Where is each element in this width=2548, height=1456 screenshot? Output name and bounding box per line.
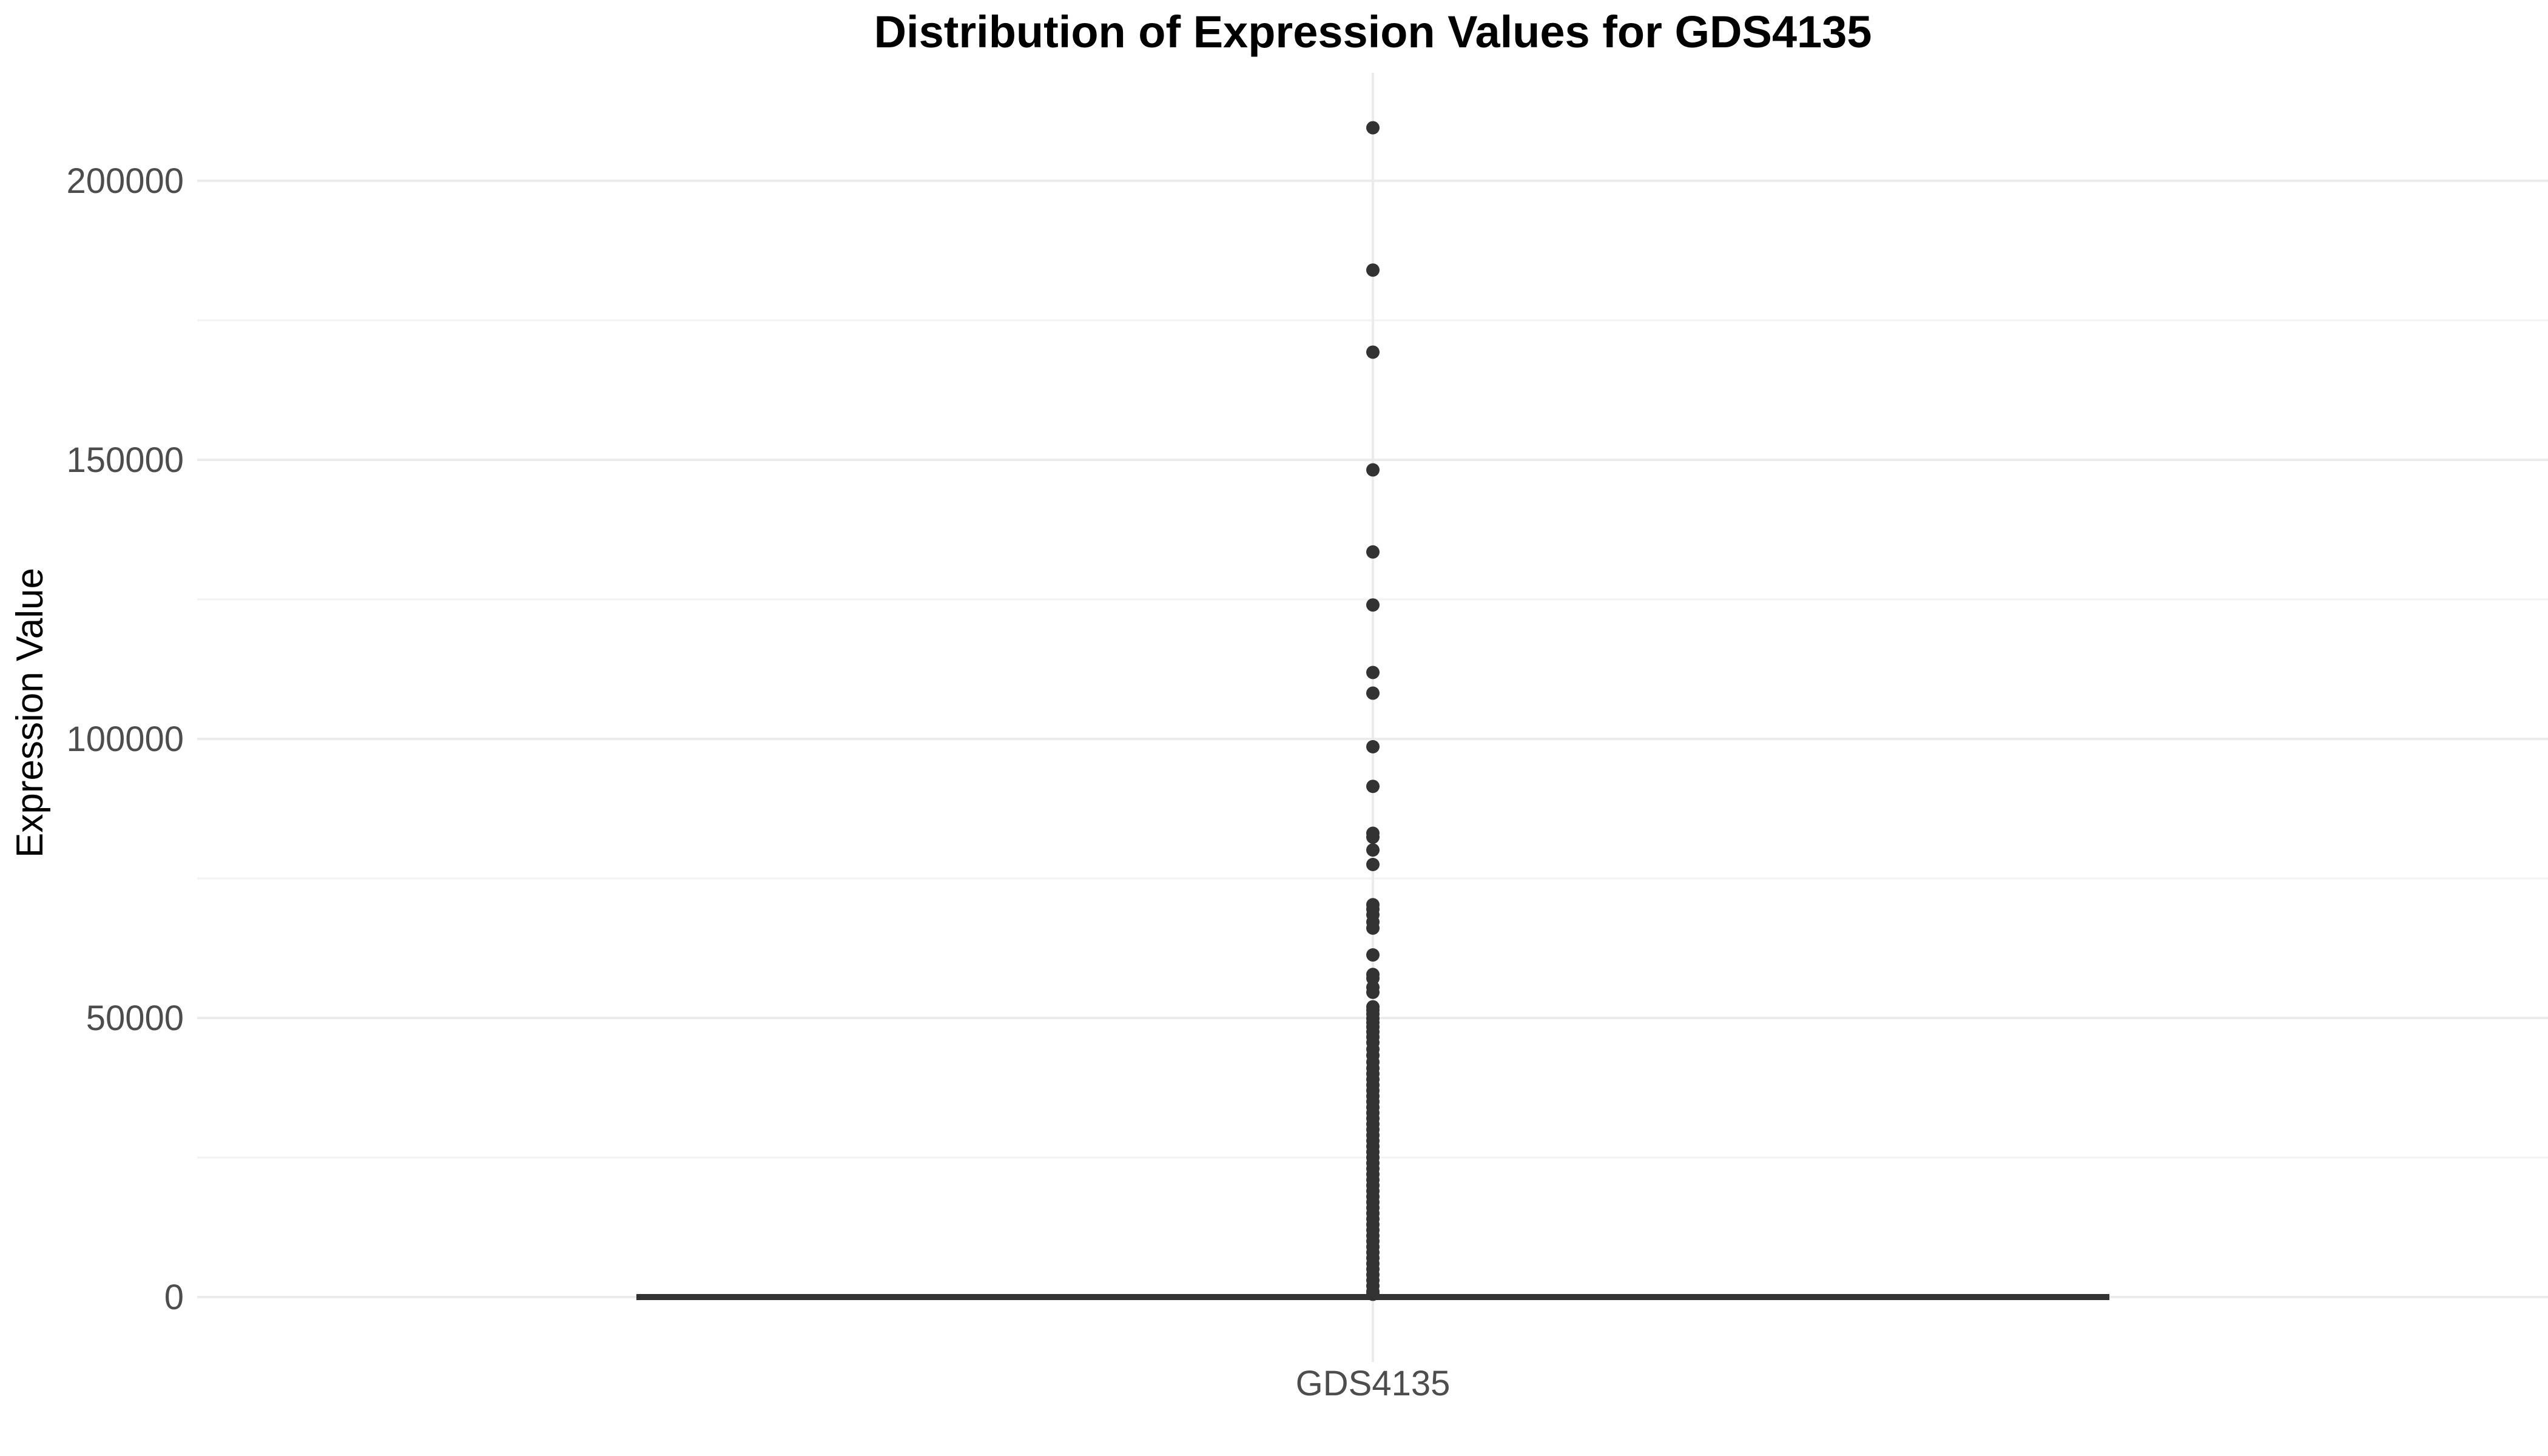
outlier-point [1366, 263, 1380, 277]
y-tick-label: 150000 [66, 440, 184, 480]
outlier-point [1366, 598, 1380, 612]
outlier-point [1366, 780, 1380, 794]
outlier-points [1366, 121, 1380, 1301]
y-tick-label: 0 [164, 1278, 184, 1317]
y-tick-labels: 0 50000 100000 150000 200000 [66, 161, 184, 1317]
outlier-point [1366, 843, 1380, 857]
x-tick-label: GDS4135 [1296, 1364, 1451, 1403]
chart-title: Distribution of Expression Values for GD… [874, 7, 1872, 57]
outlier-point [1366, 686, 1380, 700]
y-tick-label: 100000 [66, 720, 184, 759]
outlier-point [1366, 948, 1380, 962]
y-tick-label: 200000 [66, 161, 184, 201]
outlier-point [1366, 921, 1380, 935]
outlier-point [1366, 1287, 1380, 1301]
outlier-point [1366, 830, 1380, 844]
y-axis-title: Expression Value [9, 568, 51, 858]
outlier-point [1366, 858, 1380, 871]
outlier-point [1366, 345, 1380, 359]
outlier-point [1366, 121, 1380, 135]
outlier-point [1366, 545, 1380, 559]
outlier-point [1366, 666, 1380, 679]
outlier-point [1366, 985, 1380, 999]
outlier-point [1366, 463, 1380, 477]
x-tick-labels: GDS4135 [1296, 1364, 1451, 1403]
y-tick-label: 50000 [86, 999, 184, 1038]
outlier-point [1366, 740, 1380, 753]
